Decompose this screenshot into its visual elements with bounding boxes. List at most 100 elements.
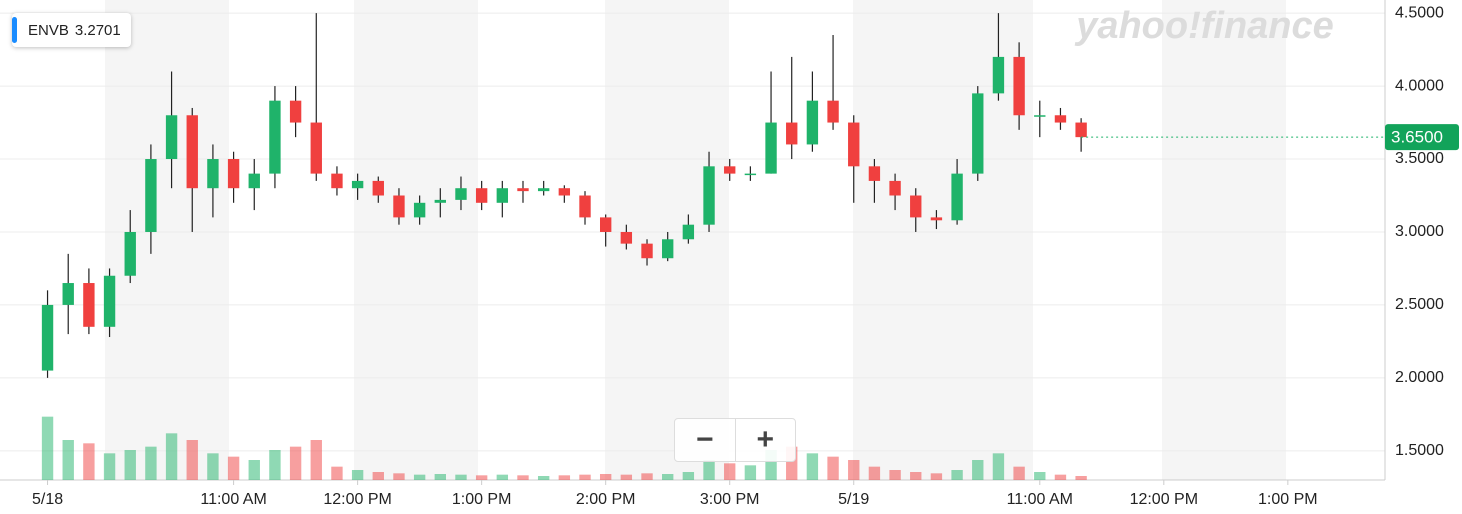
volume-bar xyxy=(806,453,819,480)
volume-bar xyxy=(83,443,95,480)
current-price-label: 3.6500 xyxy=(1391,128,1443,147)
volume-bar xyxy=(331,466,343,480)
volume-bar xyxy=(951,470,963,480)
ticker-badge: ENVB 3.2701 xyxy=(12,13,131,47)
x-tick-label: 12:00 PM xyxy=(1130,491,1198,508)
candle-body xyxy=(558,188,571,196)
y-tick-label: 3.5000 xyxy=(1395,150,1444,167)
band xyxy=(1162,0,1286,480)
volume-bar xyxy=(972,460,984,480)
volume-bar xyxy=(1013,466,1025,480)
y-tick-label: 1.5000 xyxy=(1395,442,1444,459)
candle-body xyxy=(41,304,54,371)
y-tick-label: 2.5000 xyxy=(1395,296,1444,313)
volume-bar xyxy=(372,472,384,480)
candle-body xyxy=(393,195,405,218)
band xyxy=(853,0,1033,480)
volume-bar xyxy=(186,440,198,480)
candle-body xyxy=(889,180,901,196)
volume-bar xyxy=(103,453,116,480)
candle-body xyxy=(455,188,467,200)
volume-bar xyxy=(351,470,364,480)
volume-bar xyxy=(434,474,446,480)
candle-body xyxy=(103,275,116,327)
candle-body xyxy=(765,122,777,174)
candle-body xyxy=(83,283,95,327)
x-tick-label: 5/19 xyxy=(838,491,869,508)
volume-bar xyxy=(599,474,612,480)
candle-body xyxy=(186,115,198,189)
zoom-in[interactable]: + xyxy=(756,423,775,456)
candle-body xyxy=(868,166,881,181)
candle-body xyxy=(848,122,860,167)
volume-bar xyxy=(930,473,943,480)
candle-body xyxy=(910,195,922,218)
candle-body xyxy=(248,173,260,189)
candle-body xyxy=(744,173,757,176)
volume-bar xyxy=(579,474,591,480)
volume-bar xyxy=(910,472,922,480)
candle-body xyxy=(1075,122,1087,138)
candle-body xyxy=(331,173,343,189)
candle-body xyxy=(372,180,384,196)
band xyxy=(354,0,478,480)
candle-body xyxy=(269,100,281,174)
candle-body xyxy=(496,188,509,203)
candle-body xyxy=(662,239,674,259)
volume-bar xyxy=(496,474,509,480)
volume-bar xyxy=(289,446,302,480)
volume-bar xyxy=(41,416,54,480)
candle-body xyxy=(310,122,322,174)
volume-bar xyxy=(393,473,405,480)
volume-bar xyxy=(124,450,136,480)
candle-body xyxy=(62,283,74,305)
candle-body xyxy=(1034,115,1046,117)
volume-bar xyxy=(269,450,281,480)
candle-body xyxy=(1013,56,1025,116)
volume-bar xyxy=(558,475,571,480)
volume-bar xyxy=(703,460,715,480)
candle-body xyxy=(145,159,157,232)
ticker-value: 3.2701 xyxy=(74,21,121,39)
band xyxy=(105,0,229,480)
volume-bar xyxy=(889,470,901,480)
volume-bar xyxy=(207,453,219,480)
volume-bar xyxy=(868,466,881,480)
x-tick-label: 2:00 PM xyxy=(576,491,636,508)
candle-body xyxy=(951,173,963,221)
zoom-out[interactable]: − xyxy=(675,419,736,461)
ticker: ENVB xyxy=(28,21,69,39)
zoom-controls: − + xyxy=(674,418,796,462)
candle-body xyxy=(537,188,550,192)
volume-bar xyxy=(165,433,178,480)
volume-bar xyxy=(662,474,674,480)
x-tick-label: 1:00 PM xyxy=(452,491,512,508)
volume-bar xyxy=(765,450,777,480)
volume-bar xyxy=(475,475,488,480)
x-tick-label: 12:00 PM xyxy=(323,491,391,508)
volume-bar xyxy=(1034,472,1046,480)
volume-bar xyxy=(1054,474,1067,480)
y-tick-label: 2.0000 xyxy=(1395,369,1444,386)
candle-body xyxy=(682,224,695,240)
volume-bar xyxy=(1075,476,1087,480)
candle-body xyxy=(620,231,633,244)
candle-body xyxy=(786,122,798,145)
candle-body xyxy=(413,202,426,218)
candle-body xyxy=(289,100,302,123)
x-tick-label: 5/18 xyxy=(32,491,63,508)
candle-body xyxy=(434,199,446,203)
volume-bar xyxy=(641,473,653,480)
volume-bar xyxy=(744,465,757,480)
volume-bar xyxy=(724,463,736,480)
y-tick-label: 3.0000 xyxy=(1395,223,1444,240)
candle-body xyxy=(703,166,715,225)
candle-body xyxy=(1054,115,1067,123)
volume-bar xyxy=(786,446,798,480)
x-tick-label: 11:00 AM xyxy=(1007,491,1073,508)
candle-body xyxy=(827,100,839,123)
volume-bar xyxy=(848,460,860,480)
volume-bar xyxy=(620,474,633,480)
